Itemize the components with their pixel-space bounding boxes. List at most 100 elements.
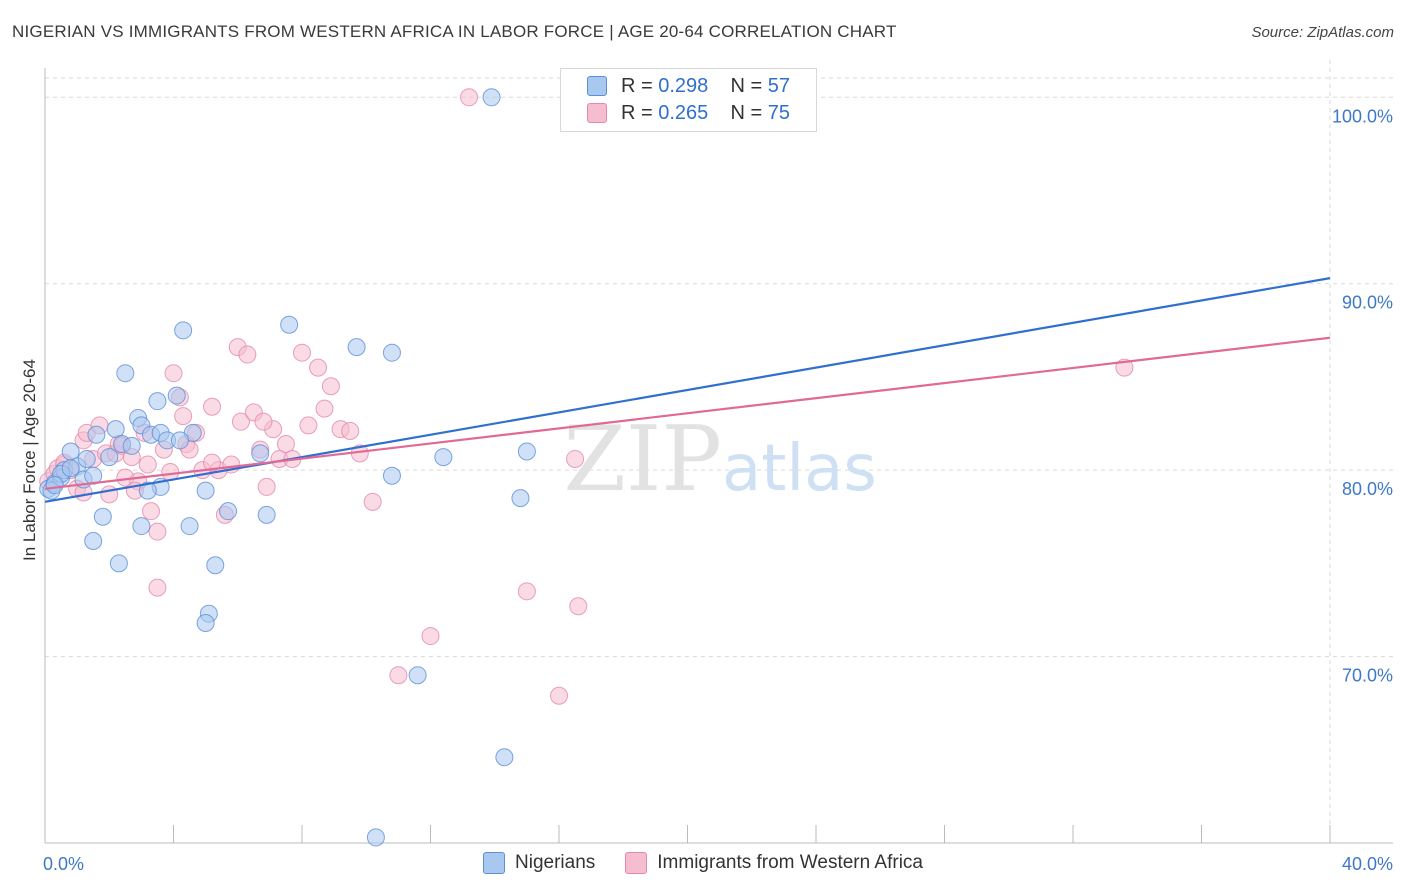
point-immigrants [321, 377, 340, 396]
point-immigrants [174, 407, 193, 426]
n-label: N = [730, 101, 768, 124]
point-immigrants [341, 421, 360, 440]
r-value: 0.265 [658, 101, 709, 124]
y-tick-label: 100.0% [1332, 106, 1393, 126]
point-immigrants [566, 449, 585, 468]
stats-text: R = 0.265 N = 75 [621, 102, 790, 125]
trend-line-immigrants [44, 336, 1331, 490]
point-immigrants [231, 412, 250, 431]
point-nigerians [206, 556, 225, 575]
y-tick-label: 80.0% [1342, 479, 1393, 499]
x-tick-label: 40.0% [1342, 854, 1393, 874]
point-immigrants [148, 522, 167, 541]
legend-label: Nigerians [515, 852, 596, 873]
y-tick-label: 90.0% [1342, 293, 1393, 313]
point-nigerians [280, 315, 299, 334]
point-nigerians [219, 502, 238, 521]
point-nigerians [167, 386, 186, 405]
series-nigerians [39, 88, 536, 847]
point-nigerians [174, 321, 193, 340]
point-nigerians [511, 489, 530, 508]
point-immigrants [138, 455, 157, 474]
point-nigerians [482, 88, 501, 107]
point-immigrants [421, 627, 440, 646]
watermark: ZIPatlas [563, 407, 876, 512]
point-immigrants [569, 597, 588, 616]
point-immigrants [100, 485, 119, 504]
watermark-atlas: atlas [722, 432, 877, 506]
legend-label: Immigrants from Western Africa [657, 852, 923, 873]
point-nigerians [196, 614, 215, 633]
point-nigerians [93, 507, 112, 526]
point-immigrants [254, 412, 273, 431]
legend-item-immigrants[interactable]: Immigrants from Western Africa [625, 852, 923, 874]
stats-row-nigerians: R = 0.298 N = 57 [587, 73, 790, 99]
source-credit: Source: ZipAtlas.com [1251, 24, 1394, 41]
point-immigrants [142, 502, 161, 521]
point-nigerians [84, 531, 103, 550]
point-immigrants [238, 345, 257, 364]
n-value: 57 [767, 74, 791, 97]
tick-labels: 70.0% 80.0% 90.0% 100.0% 0.0% 40.0% [43, 106, 1393, 874]
point-nigerians [138, 481, 157, 500]
trend-lines [44, 277, 1331, 503]
r-label: R = [621, 74, 659, 97]
point-immigrants [315, 399, 334, 418]
point-immigrants [257, 477, 276, 496]
point-nigerians [87, 425, 106, 444]
point-immigrants [203, 397, 222, 416]
point-nigerians [132, 517, 151, 536]
point-nigerians [382, 343, 401, 362]
point-nigerians [517, 442, 536, 461]
point-nigerians [257, 505, 276, 524]
y-tick-label: 70.0% [1342, 666, 1393, 686]
r-label: R = [621, 101, 659, 124]
point-immigrants [389, 666, 408, 685]
point-nigerians [148, 392, 167, 411]
watermark-zip: ZIP [563, 407, 722, 512]
chart-title: NIGERIAN VS IMMIGRANTS FROM WESTERN AFRI… [12, 22, 897, 41]
point-immigrants [203, 453, 222, 472]
point-nigerians [366, 828, 385, 847]
stats-row-immigrants: R = 0.265 N = 75 [587, 100, 790, 126]
point-nigerians [382, 466, 401, 485]
point-immigrants [276, 435, 295, 454]
r-value: 0.298 [658, 74, 709, 97]
point-nigerians [45, 476, 64, 495]
stats-swatch-pink [587, 103, 607, 123]
point-immigrants [299, 416, 318, 435]
point-nigerians [84, 466, 103, 485]
y-axis-label: In Labor Force | Age 20-64 [20, 359, 39, 561]
point-nigerians [180, 517, 199, 536]
point-nigerians [106, 420, 125, 439]
point-nigerians [251, 444, 270, 463]
point-nigerians [170, 431, 189, 450]
legend-swatch-pink [625, 852, 648, 874]
point-nigerians [122, 436, 141, 455]
point-nigerians [196, 481, 215, 500]
point-immigrants [363, 492, 382, 511]
point-nigerians [116, 364, 135, 383]
point-immigrants [164, 364, 183, 383]
point-nigerians [61, 459, 80, 478]
stats-legend: R = 0.298 N = 57 R = 0.265 N = 75 [560, 68, 817, 132]
point-immigrants [550, 686, 568, 705]
point-immigrants [148, 578, 167, 597]
stats-swatch-blue [587, 76, 607, 96]
point-nigerians [109, 554, 128, 573]
point-immigrants [517, 582, 536, 601]
point-nigerians [347, 338, 366, 357]
point-nigerians [495, 748, 514, 767]
axes [44, 68, 1393, 844]
point-immigrants [309, 358, 328, 377]
point-nigerians [434, 448, 453, 467]
point-nigerians [408, 666, 427, 685]
point-nigerians [77, 449, 96, 468]
x-tick-label: 0.0% [43, 854, 84, 874]
bottom-legend: Nigerians Immigrants from Western Africa [0, 852, 1406, 874]
point-immigrants [460, 88, 479, 107]
legend-item-nigerians[interactable]: Nigerians [483, 852, 595, 874]
n-value: 75 [767, 101, 791, 124]
point-nigerians [100, 448, 119, 467]
